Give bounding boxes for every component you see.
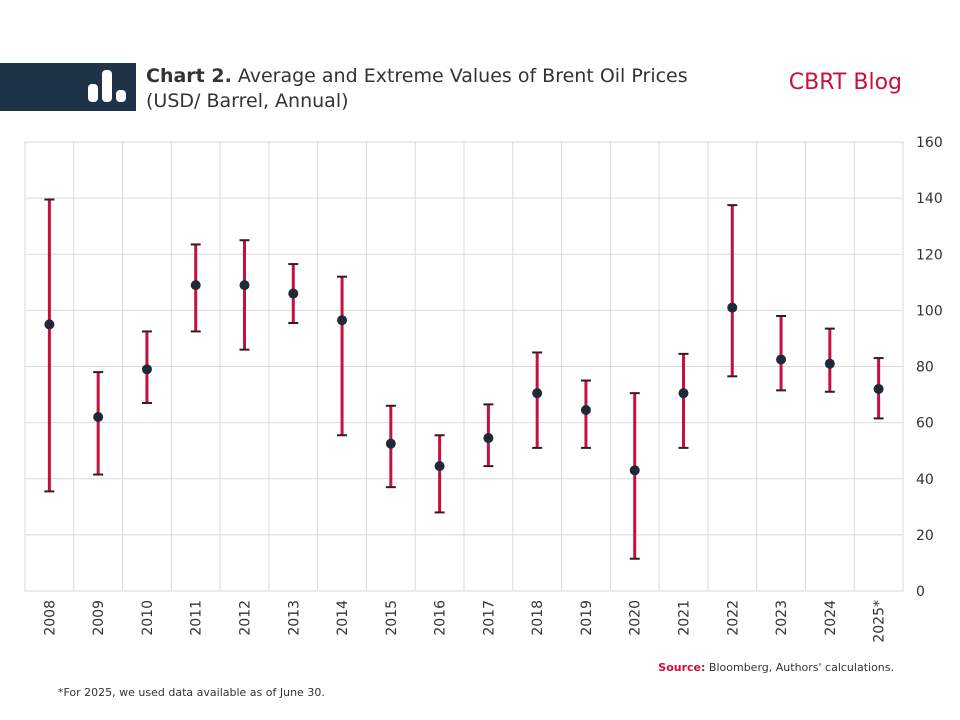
average-point (629, 465, 640, 476)
average-point (93, 412, 104, 423)
x-tick-label: 2018 (530, 600, 546, 636)
y-tick-label: 160 (916, 135, 943, 151)
average-point (288, 288, 299, 299)
average-point (873, 383, 884, 394)
average-point (385, 438, 396, 449)
average-point (580, 404, 591, 415)
source-text: Bloomberg, Authors' calculations. (708, 661, 894, 674)
y-tick-label: 80 (916, 360, 934, 376)
x-tick-label: 2024 (823, 600, 839, 636)
chart-label: Chart 2. (146, 65, 232, 87)
y-tick-label: 100 (916, 303, 943, 319)
average-point (434, 461, 445, 472)
x-tick-label: 2012 (238, 600, 254, 636)
x-tick-label: 2014 (335, 600, 351, 636)
header-band (0, 63, 136, 111)
y-tick-label: 140 (916, 191, 943, 207)
x-tick-label: 2013 (286, 600, 302, 636)
average-point (532, 388, 543, 399)
average-point (678, 388, 689, 399)
source-note: Source: Bloomberg, Authors' calculations… (658, 661, 894, 674)
average-point (141, 364, 152, 375)
y-tick-label: 40 (916, 472, 934, 488)
x-tick-label: 2008 (42, 600, 58, 636)
y-tick-label: 20 (916, 528, 934, 544)
brand-label: CBRT Blog (788, 70, 902, 95)
title-line2: (USD/ Barrel, Annual) (146, 90, 349, 112)
x-tick-label: 2023 (774, 600, 790, 636)
x-tick-label: 2017 (481, 600, 497, 636)
source-label: Source: (658, 661, 706, 674)
title-line1: Average and Extreme Values of Brent Oil … (237, 65, 688, 87)
y-tick-label: 0 (916, 584, 925, 600)
bar-chart-icon (88, 70, 126, 102)
x-tick-label: 2011 (189, 600, 205, 636)
x-tick-label: 2019 (579, 600, 595, 636)
average-point (483, 433, 494, 444)
x-tick-label: 2025* (872, 600, 888, 643)
y-tick-label: 120 (916, 247, 943, 263)
average-point (239, 280, 250, 291)
y-tick-label: 60 (916, 416, 934, 432)
footnote: *For 2025, we used data available as of … (58, 686, 325, 699)
average-point (727, 302, 738, 313)
x-tick-label: 2009 (91, 600, 107, 636)
average-point (824, 358, 835, 369)
x-tick-label: 2022 (725, 600, 741, 636)
x-tick-label: 2015 (384, 600, 400, 636)
x-tick-label: 2016 (433, 600, 449, 636)
x-tick-label: 2021 (677, 600, 693, 636)
average-point (190, 280, 201, 291)
x-tick-label: 2010 (140, 600, 156, 636)
chart-title: Chart 2. Average and Extreme Values of B… (146, 64, 688, 114)
average-point (776, 354, 787, 365)
average-point (337, 315, 348, 326)
x-tick-label: 2020 (628, 600, 644, 636)
average-point (44, 319, 55, 330)
